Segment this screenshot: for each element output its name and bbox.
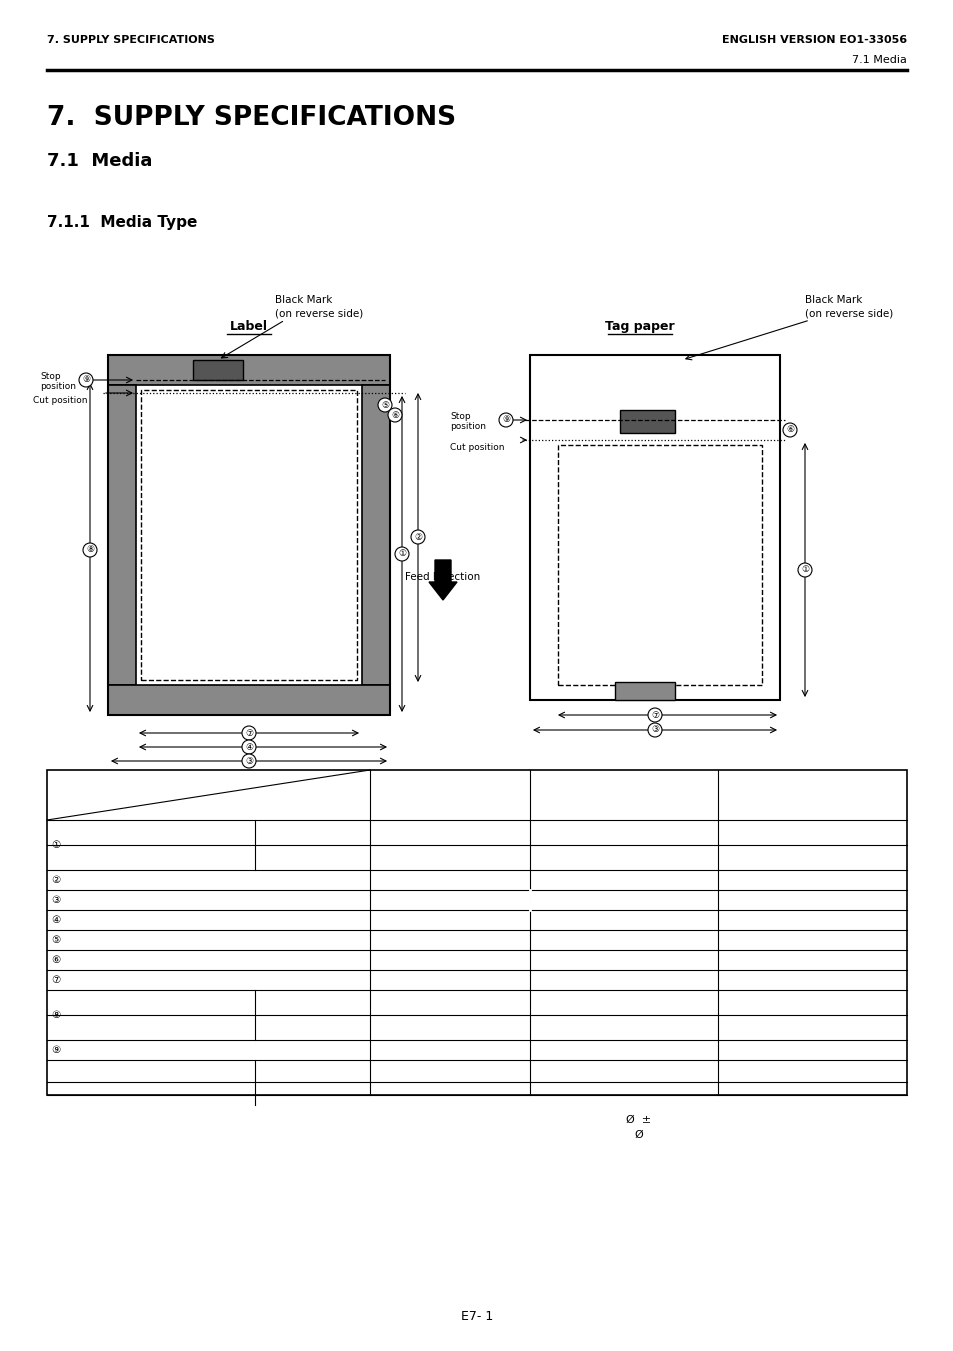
Bar [193, 359, 243, 380]
Text: 7.1.1  Media Type: 7.1.1 Media Type [47, 215, 197, 230]
Text: Cut position: Cut position [450, 443, 504, 453]
Text: ⑦: ⑦ [245, 728, 253, 738]
Text: 7.1 Media: 7.1 Media [851, 55, 906, 65]
Text: ⑨: ⑨ [82, 376, 90, 385]
Circle shape [647, 708, 661, 721]
Circle shape [411, 530, 424, 544]
Text: ①: ① [801, 566, 808, 574]
Text: ①: ① [51, 840, 60, 850]
Text: ④: ④ [245, 743, 253, 751]
Text: Ø: Ø [634, 1129, 642, 1140]
Text: ③: ③ [51, 894, 60, 905]
Text: 7.1  Media: 7.1 Media [47, 153, 152, 170]
Text: ②: ② [414, 532, 421, 542]
Bar [47, 770, 906, 1096]
Text: ENGLISH VERSION EO1-33056: ENGLISH VERSION EO1-33056 [721, 35, 906, 45]
Text: ⑥: ⑥ [51, 955, 60, 965]
Circle shape [388, 408, 401, 422]
Text: Tag paper: Tag paper [604, 320, 674, 332]
Text: Stop
position: Stop position [40, 372, 76, 392]
Circle shape [377, 399, 392, 412]
Text: ④: ④ [51, 915, 60, 925]
Bar [108, 685, 390, 715]
Text: (on reverse side): (on reverse side) [804, 308, 892, 317]
Text: Feed Direction: Feed Direction [405, 571, 480, 582]
Circle shape [498, 413, 513, 427]
Text: ⑧: ⑧ [51, 1011, 60, 1020]
Text: (on reverse side): (on reverse side) [274, 308, 363, 317]
Text: 7. SUPPLY SPECIFICATIONS: 7. SUPPLY SPECIFICATIONS [47, 35, 214, 45]
Text: ⑧: ⑧ [86, 546, 94, 554]
Bar [108, 355, 390, 385]
Circle shape [797, 563, 811, 577]
Circle shape [395, 547, 409, 561]
Circle shape [242, 754, 255, 767]
Circle shape [647, 723, 661, 738]
Text: Cut position: Cut position [33, 396, 88, 405]
Text: ②: ② [51, 875, 60, 885]
Bar [530, 355, 780, 700]
Text: ⑨: ⑨ [51, 1046, 60, 1055]
Text: ①: ① [397, 550, 406, 558]
Bar [108, 385, 136, 685]
Text: Black Mark: Black Mark [804, 295, 862, 305]
Bar [108, 355, 390, 715]
Text: ③: ③ [245, 757, 253, 766]
Text: 7.  SUPPLY SPECIFICATIONS: 7. SUPPLY SPECIFICATIONS [47, 105, 456, 131]
Circle shape [242, 725, 255, 740]
Bar [361, 385, 390, 685]
Circle shape [83, 543, 97, 557]
Text: ③: ③ [650, 725, 659, 735]
FancyArrow shape [429, 561, 456, 600]
Bar [558, 444, 761, 685]
Bar [615, 682, 675, 700]
Text: Black Mark: Black Mark [274, 295, 332, 305]
Bar [141, 390, 356, 680]
Text: Stop
position: Stop position [450, 412, 485, 431]
Text: ⑨: ⑨ [501, 416, 510, 424]
Text: E7- 1: E7- 1 [460, 1310, 493, 1323]
Text: ⑦: ⑦ [51, 975, 60, 985]
Text: ⑦: ⑦ [650, 711, 659, 720]
Circle shape [782, 423, 796, 436]
Text: ⑤: ⑤ [380, 400, 389, 409]
Text: ⑥: ⑥ [785, 426, 793, 435]
Text: ⑤: ⑤ [51, 935, 60, 944]
Bar [619, 409, 675, 434]
Text: Label: Label [230, 320, 268, 332]
Text: ⑥: ⑥ [391, 411, 398, 420]
Circle shape [242, 740, 255, 754]
Circle shape [79, 373, 92, 386]
Text: Ø  ±: Ø ± [625, 1115, 650, 1125]
